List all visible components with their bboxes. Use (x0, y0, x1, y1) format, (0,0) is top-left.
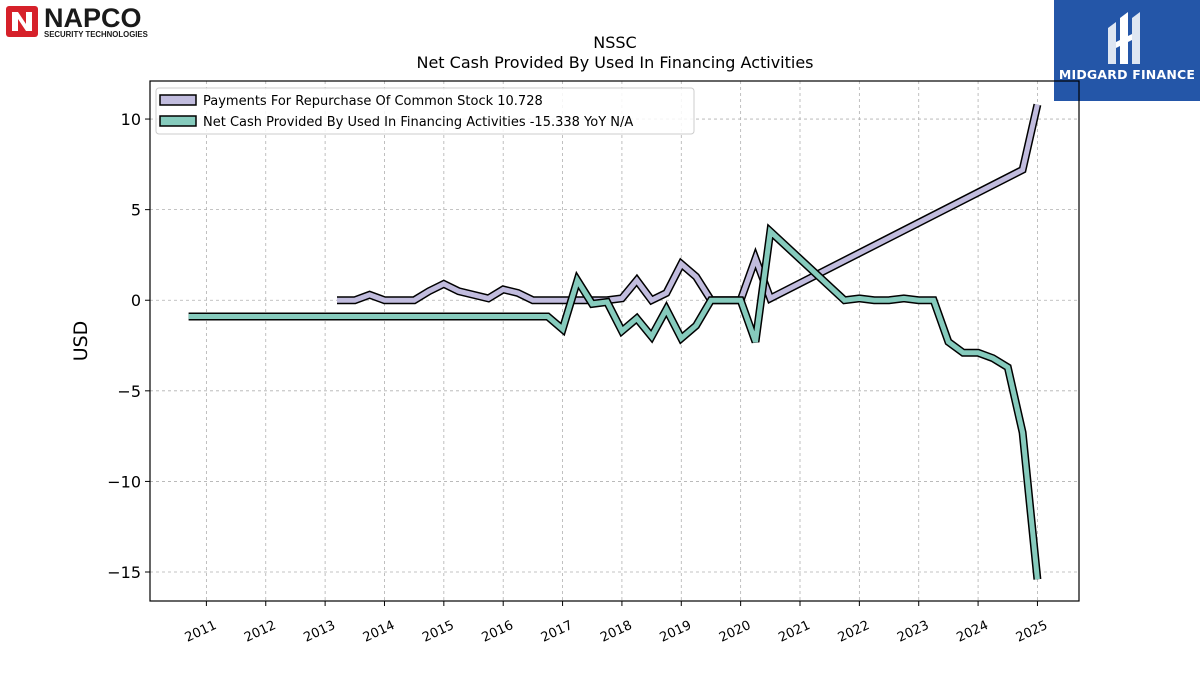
x-tick-label: 2017 (539, 618, 575, 646)
legend-label-financing: Net Cash Provided By Used In Financing A… (203, 115, 633, 130)
y-tick-label: −10 (107, 472, 141, 491)
x-tick-label: 2019 (658, 618, 694, 646)
y-axis: 10 5 0 −5 −10 −15 (107, 110, 150, 582)
x-tick-label: 2025 (1014, 618, 1050, 646)
legend-swatch-financing (159, 115, 197, 127)
x-tick-label: 2012 (242, 618, 278, 646)
midgard-wordmark: MIDGARD FINANCE (1058, 67, 1196, 82)
x-tick-label: 2024 (954, 618, 990, 646)
legend-swatch-repurchase (159, 94, 197, 106)
legend: Payments For Repurchase Of Common Stock … (155, 87, 695, 135)
napco-logo-glyph (12, 12, 32, 31)
x-tick-label: 2021 (776, 618, 812, 646)
x-tick-label: 2015 (420, 618, 456, 646)
x-tick-label: 2011 (183, 618, 219, 646)
legend-box (155, 87, 695, 135)
legend-label-repurchase: Payments For Repurchase Of Common Stock … (203, 94, 543, 109)
y-axis-label: USD (70, 321, 92, 362)
chart-title: NSSC (593, 33, 636, 52)
series-line-financing (188, 226, 1040, 580)
x-tick-label: 2018 (598, 618, 634, 646)
midgard-finance-logo: MIDGARD FINANCE (1054, 0, 1200, 101)
x-tick-label: 2022 (836, 618, 872, 646)
plot-frame (149, 80, 1080, 602)
chart-subtitle: Net Cash Provided By Used In Financing A… (416, 53, 813, 72)
series-line-outline-financing (188, 223, 1042, 580)
series-lines (188, 103, 1042, 580)
midgard-logo-mark (1108, 12, 1140, 64)
x-tick-label: 2013 (301, 618, 337, 646)
y-tick-label: −15 (107, 563, 141, 582)
napco-tagline: SECURITY TECHNOLOGIES (44, 30, 148, 39)
napco-wordmark: NAPCO (44, 4, 142, 33)
x-tick-label: 2023 (895, 618, 931, 646)
x-tick-label: 2020 (717, 618, 753, 646)
x-tick-label: 2016 (480, 618, 516, 646)
y-tick-label: −5 (117, 382, 141, 401)
y-tick-label: 10 (121, 110, 141, 129)
y-tick-label: 0 (131, 291, 141, 310)
y-tick-label: 5 (131, 201, 141, 220)
napco-logo: NAPCO SECURITY TECHNOLOGIES (4, 3, 214, 40)
x-tick-label: 2014 (361, 618, 397, 646)
grid (150, 81, 1079, 601)
x-axis: 2011 2012 2013 2014 2015 2016 2017 2018 2019 2020… (183, 601, 1050, 646)
